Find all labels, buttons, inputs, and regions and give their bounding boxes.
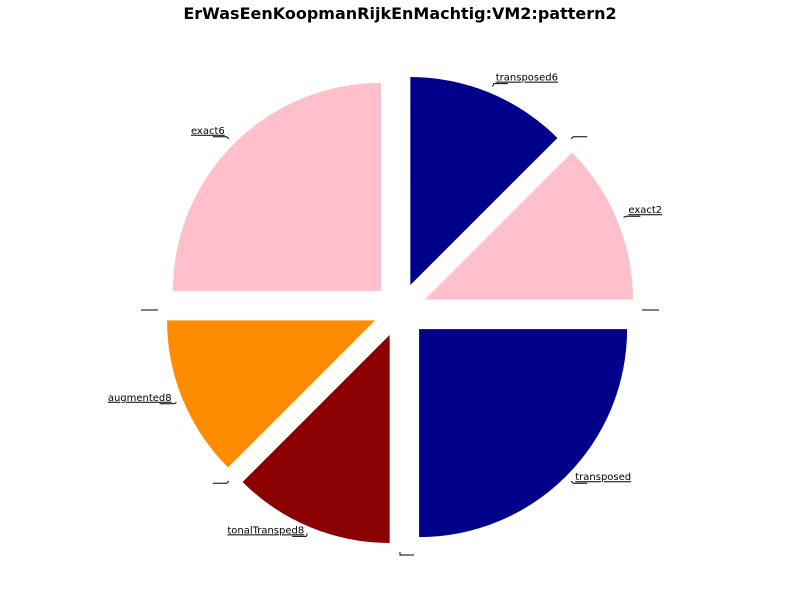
pie-slice-augmented8 <box>167 320 376 468</box>
leader-line-tonaltransped8-6 <box>292 533 308 537</box>
slice-label-exact2: exact2 <box>628 205 662 216</box>
leader-line-transposed-4 <box>570 480 588 484</box>
pie-slice-transposed <box>419 329 628 538</box>
leader-line-unlabeled-5 <box>399 552 414 556</box>
pie-slice-tonaltransped8 <box>242 334 390 543</box>
leader-line-unlabeled-7 <box>212 480 230 484</box>
leader-line-augmented8-8 <box>159 402 177 405</box>
leader-line-unlabeled-1 <box>570 136 588 140</box>
leader-line-exact2-2 <box>623 215 641 218</box>
pie-slices <box>167 77 633 543</box>
slice-label-exact6: exact6 <box>191 126 225 137</box>
chart-title: ErWasEenKoopmanRijkEnMachtig:VM2:pattern… <box>183 4 616 23</box>
leader-line-exact6-10 <box>212 136 230 140</box>
slice-label-transposed6: transposed6 <box>496 73 558 84</box>
pie-leader-lines <box>141 83 659 556</box>
pie-slice-transposed6 <box>410 77 558 286</box>
pie-slice-exact6 <box>172 82 381 291</box>
slice-label-transposed: transposed <box>575 472 631 483</box>
pie-slice-exact2 <box>424 152 633 300</box>
slice-label-augmented8: augmented8 <box>108 393 172 404</box>
pie-labels: transposed6 exact2 transposed tonalTransped… <box>108 73 662 537</box>
leader-line-transposed6-0 <box>492 83 508 87</box>
slice-label-tonaltransped8: tonalTransped8 <box>227 525 304 536</box>
